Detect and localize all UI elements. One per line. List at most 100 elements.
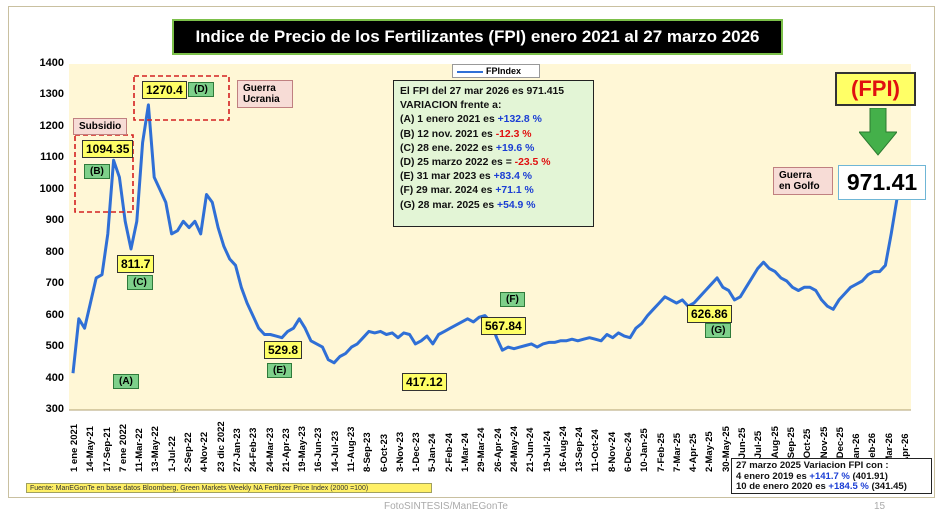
x-tick-label: 17-Sep-21 bbox=[101, 427, 113, 472]
point-e-value: 529.8 bbox=[264, 341, 303, 359]
source-note: Fuente: ManEGonTe en base datos Bloomber… bbox=[26, 483, 432, 493]
point-b-letter: (B) bbox=[84, 164, 110, 179]
x-tick-label: 29-Mar-24 bbox=[476, 427, 488, 472]
y-tick-label: 400 bbox=[45, 371, 64, 384]
legend-label: FPIndex bbox=[486, 66, 522, 76]
point-g-value: 626.86 bbox=[687, 305, 732, 323]
x-tick-label: 24-Feb-23 bbox=[248, 427, 260, 472]
point-a-letter: (A) bbox=[113, 374, 139, 389]
footnote-line2-text: 4 enero 2019 es bbox=[736, 470, 810, 482]
x-tick-label: 13-Sep-24 bbox=[574, 427, 586, 472]
x-tick-label: 3-Nov-23 bbox=[394, 431, 406, 472]
current-value-label: 971.41 bbox=[838, 165, 926, 200]
point-d-value: 1270.4 bbox=[142, 81, 187, 99]
info-rows: (A) 1 enero 2021 es +132.8 % (B) 12 nov. … bbox=[400, 113, 587, 212]
x-tick-label: 7-Feb-25 bbox=[655, 432, 667, 472]
info-row-value: +19.6 % bbox=[495, 142, 535, 154]
info-row: (E) 31 mar 2023 es +83.4 % bbox=[400, 170, 587, 184]
footnote-line3-base: (341.45) bbox=[868, 481, 907, 492]
info-row-text: (B) 12 nov. 2021 es bbox=[400, 128, 496, 140]
point-c-value: 811.7 bbox=[117, 255, 155, 273]
footer-credit: FotoSINTESIS/ManEGonTe bbox=[384, 501, 508, 512]
info-row-text: (F) 29 mar. 2024 es bbox=[400, 185, 496, 197]
x-tick-label: 4-Nov-22 bbox=[199, 431, 211, 472]
info-row-text: (A) 1 enero 2021 es bbox=[400, 114, 498, 126]
guerra-ucrania-line1: Guerra bbox=[243, 83, 276, 94]
y-tick-label: 1300 bbox=[39, 88, 64, 101]
y-tick-label: 700 bbox=[45, 277, 64, 290]
guerra-ucrania-label: Guerra Ucrania bbox=[237, 80, 293, 108]
variation-footnote-box: 27 marzo 2025 Variacion FPI con : 4 ener… bbox=[731, 458, 932, 494]
guerra-golfo-line1: Guerra bbox=[779, 170, 812, 181]
info-row-value: +71.1 % bbox=[495, 185, 534, 197]
info-row-text: (C) 28 ene. 2022 es bbox=[400, 142, 496, 154]
info-row-value: +54.9 % bbox=[497, 199, 536, 211]
x-tick-label: 14-May-21 bbox=[85, 426, 97, 472]
legend-line-swatch bbox=[457, 71, 483, 73]
info-row: (A) 1 enero 2021 es +132.8 % bbox=[400, 113, 587, 127]
point-f-letter: (F) bbox=[500, 292, 525, 307]
info-row-value: -23.5 % bbox=[514, 157, 551, 169]
point-e-letter: (E) bbox=[267, 363, 293, 378]
point-b-value: 1094.35 bbox=[82, 140, 134, 158]
point-a-value: 417.12 bbox=[402, 373, 447, 391]
fpi-callout: (FPI) bbox=[835, 72, 916, 106]
info-header-1: El FPI del 27 mar 2026 es 971.415 bbox=[400, 86, 565, 97]
point-f-value: 567.84 bbox=[481, 317, 526, 335]
legend: FPIndex bbox=[452, 64, 540, 78]
chart-title: Indice de Precio de los Fertilizantes (F… bbox=[172, 19, 783, 55]
y-tick-label: 1100 bbox=[40, 151, 64, 164]
info-row-text: (E) 31 mar 2023 es bbox=[400, 171, 494, 183]
x-tick-label: 16-Jun-23 bbox=[313, 427, 325, 472]
point-g-letter: (G) bbox=[705, 323, 732, 338]
y-tick-label: 300 bbox=[45, 403, 64, 415]
y-tick-label: 600 bbox=[45, 308, 64, 321]
y-tick-label: 1400 bbox=[39, 57, 64, 69]
info-row: (B) 12 nov. 2021 es -12.3 % bbox=[400, 128, 587, 142]
x-tick-label: 7 ene 2022 bbox=[117, 423, 129, 472]
variation-info-box: El FPI del 27 mar 2026 es 971.415 VARIAC… bbox=[393, 80, 594, 227]
info-row-text: (G) 28 mar. 2025 es bbox=[400, 199, 498, 211]
info-row-value: +83.4 % bbox=[493, 171, 532, 183]
info-header-2: VARIACION frente a: bbox=[400, 100, 502, 112]
footnote-line3: 10 de enero 2020 es +184.5 % (341.45) bbox=[736, 481, 927, 493]
down-arrow-icon bbox=[859, 108, 897, 156]
footnote-line3-text: 10 de enero 2020 es bbox=[736, 481, 829, 492]
x-tick-label: 13-May-22 bbox=[150, 426, 162, 472]
y-tick-label: 900 bbox=[45, 214, 64, 227]
x-tick-label: 24-May-24 bbox=[508, 426, 520, 472]
x-tick-label: 2-Sep-22 bbox=[183, 432, 195, 472]
x-tick-label: 7-Mar-25 bbox=[671, 432, 683, 472]
x-tick-label: 2-Feb-24 bbox=[443, 432, 455, 472]
x-tick-label: 16-Aug-24 bbox=[557, 426, 569, 472]
x-tick-label: 27-Jan-23 bbox=[231, 428, 243, 472]
x-tick-label: 14-Jul-23 bbox=[329, 430, 341, 472]
info-row: (C) 28 ene. 2022 es +19.6 % bbox=[400, 142, 587, 156]
x-tick-label: 23 dic 2022 bbox=[215, 421, 227, 472]
info-row-text: (D) 25 marzo 2022 es = bbox=[400, 157, 515, 169]
y-tick-label: 500 bbox=[45, 340, 64, 353]
x-tick-label: 1-Mar-24 bbox=[460, 432, 472, 472]
x-tick-label: 8-Nov-24 bbox=[606, 431, 618, 472]
footnote-line2-base: (401.91) bbox=[849, 470, 888, 482]
footnote-line3-value: +184.5 % bbox=[828, 481, 869, 492]
x-tick-label: 21-Apr-23 bbox=[280, 428, 292, 472]
point-d-letter: (D) bbox=[188, 82, 214, 97]
info-row-value: -12.3 % bbox=[495, 128, 532, 140]
y-tick-label: 800 bbox=[45, 245, 64, 258]
subsidio-highlight-box bbox=[74, 134, 134, 213]
x-tick-label: 11-Aug-23 bbox=[346, 426, 357, 472]
footnote-line2: 4 enero 2019 es +141.7 % (401.91) bbox=[736, 470, 927, 483]
fpi-series-line bbox=[71, 103, 899, 374]
x-tick-label: 19-May-23 bbox=[297, 426, 309, 472]
footnote-line2-value: +141.7 % bbox=[809, 470, 850, 482]
x-tick-label: 5-Jan-24 bbox=[427, 433, 439, 472]
x-tick-label: 4-Apr-25 bbox=[688, 433, 700, 472]
x-tick-label: 11-Mar-22 bbox=[134, 428, 146, 472]
y-tick-label: 1200 bbox=[39, 119, 64, 132]
info-row: (G) 28 mar. 2025 es +54.9 % bbox=[400, 199, 587, 213]
x-tick-label: 19-Jul-24 bbox=[541, 430, 553, 472]
guerra-ucrania-line2: Ucrania bbox=[243, 94, 280, 105]
guerra-golfo-label: Guerra en Golfo bbox=[773, 167, 833, 195]
